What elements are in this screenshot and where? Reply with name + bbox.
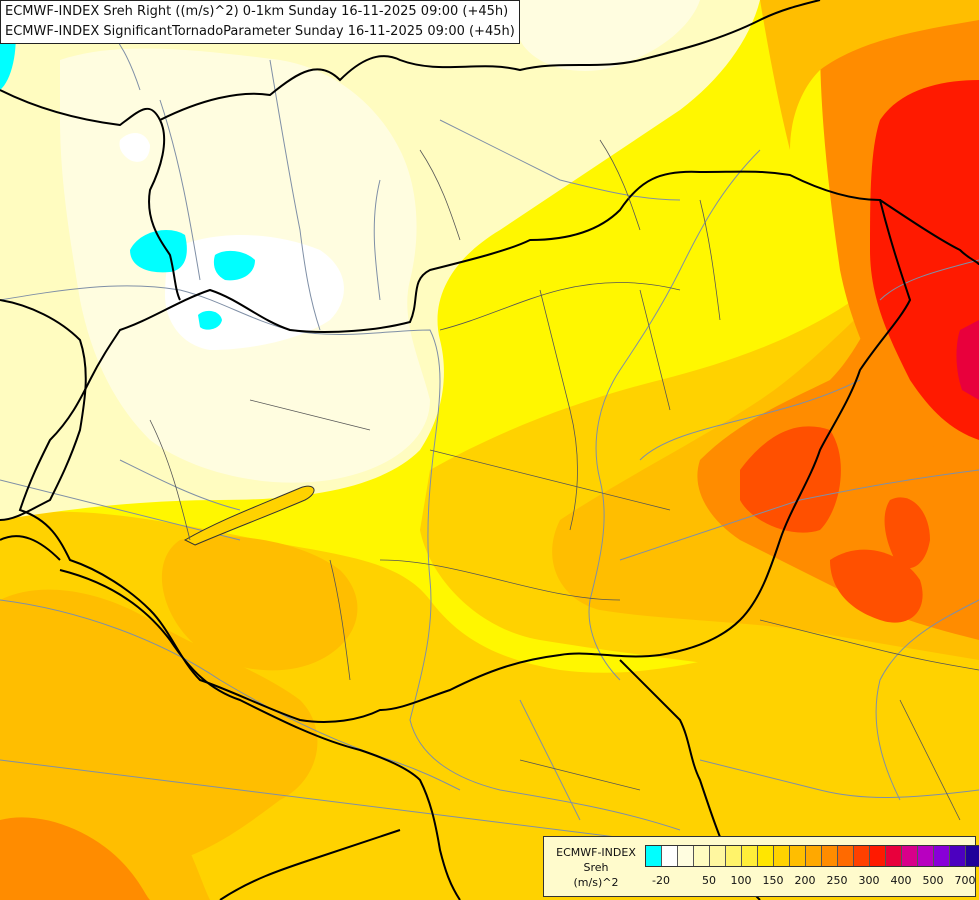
legend-swatch (870, 846, 886, 866)
region-2 (539, 289, 578, 531)
legend-tick-label: 500 (922, 874, 944, 887)
legend-swatch (758, 846, 774, 866)
region-7 (149, 419, 191, 541)
legend-tick-label: 150 (762, 874, 784, 887)
field-redorange-east2 (884, 497, 930, 569)
field-orange-south (161, 536, 358, 671)
river-south1 (519, 699, 581, 821)
border-slovenia (0, 535, 61, 561)
legend-swatch (886, 846, 902, 866)
legend-swatch (838, 846, 854, 866)
rivers (0, 19, 979, 851)
region-8 (329, 559, 351, 681)
title-line-sreh: ECMWF-INDEX Sreh Right ((m/s)^2) 0-1km S… (5, 4, 509, 19)
river-north1 (439, 119, 681, 201)
legend-swatch (918, 846, 934, 866)
legend-swatch (934, 846, 950, 866)
title-line-stp: ECMWF-INDEX SignificantTornadoParameter … (5, 24, 515, 39)
field-cyan-2 (213, 250, 255, 281)
region-13 (419, 149, 461, 241)
legend-tick-label: 400 (890, 874, 912, 887)
legend-tick-label: -20 (652, 874, 670, 887)
lake-balaton (183, 485, 315, 546)
legend-swatch (822, 846, 838, 866)
region-3 (639, 289, 671, 411)
legend-swatch (854, 846, 870, 866)
river-mures (619, 469, 979, 561)
legend: ECMWF-INDEX Sreh (m/s)^2 -20 50 100 150 200 2… (543, 836, 979, 897)
legend-tick-label: 250 (826, 874, 848, 887)
river-tisza (588, 149, 761, 681)
legend-swatch (726, 846, 742, 866)
regional-borders (149, 139, 979, 821)
legend-colorbar (645, 845, 979, 867)
legend-tick-label: 200 (794, 874, 816, 887)
field-orange-northeast-top (760, 0, 979, 150)
field-red-northeast (870, 80, 979, 440)
legend-unit: (m/s)^2 (573, 876, 619, 889)
legend-tick-label: 700 (954, 874, 976, 887)
legend-model: ECMWF-INDEX (556, 846, 636, 859)
legend-swatch (774, 846, 790, 866)
border-slovakia-north (0, 89, 181, 301)
legend-variable: Sreh (583, 861, 609, 874)
river-drava (0, 599, 461, 791)
map-title: ECMWF-INDEX Sreh Right ((m/s)^2) 0-1km S… (0, 0, 520, 44)
border-poland-slovakia (159, 0, 821, 121)
region-1 (439, 282, 681, 331)
legend-swatch (678, 846, 694, 866)
legend-swatch (806, 846, 822, 866)
region-5 (379, 559, 621, 601)
border-croatia-serbia (59, 569, 461, 900)
river-balaton-area (119, 459, 241, 511)
border-hungary (18, 170, 912, 723)
river-hron (373, 179, 381, 301)
region-4 (429, 449, 671, 511)
field-redorange-southeast (830, 549, 923, 623)
field-darkorange-bottom (0, 817, 150, 900)
river-sava (0, 759, 721, 851)
legend-swatch (646, 846, 662, 866)
legend-tick-label: 100 (730, 874, 752, 887)
region-10 (759, 619, 979, 671)
river-somes (639, 379, 861, 461)
river-prut (879, 259, 979, 301)
legend-swatch (950, 846, 966, 866)
river-olt (875, 599, 979, 801)
border-bosnia (219, 829, 401, 900)
region-6 (249, 399, 371, 431)
legend-swatch (790, 846, 806, 866)
region-14 (899, 699, 961, 821)
river-morava (159, 99, 201, 281)
region-11 (519, 759, 641, 791)
river-south2 (699, 759, 979, 798)
border-austria (0, 299, 87, 521)
legend-swatch (710, 846, 726, 866)
legend-swatch (742, 846, 758, 866)
border-ukraine-romania (879, 199, 979, 266)
field-redorange-east (740, 426, 841, 533)
legend-swatch (694, 846, 710, 866)
river-vah (269, 59, 321, 331)
field-cyan-3 (198, 310, 222, 330)
legend-tick-label: 300 (858, 874, 880, 887)
legend-swatch (662, 846, 678, 866)
field-pale-topright (520, 0, 700, 71)
field-cyan-1 (130, 230, 187, 273)
legend-ticks: -20 50 100 150 200 250 300 400 500 700 (645, 874, 975, 890)
field-crimson-northeast (956, 320, 979, 400)
region-12 (599, 139, 641, 231)
river-danube (0, 285, 681, 831)
region-9 (699, 199, 721, 321)
legend-tick-label: 50 (702, 874, 716, 887)
field-white-north (119, 133, 150, 162)
legend-label: ECMWF-INDEX Sreh (m/s)^2 (548, 845, 644, 890)
legend-swatch (902, 846, 918, 866)
legend-swatch (966, 846, 979, 866)
